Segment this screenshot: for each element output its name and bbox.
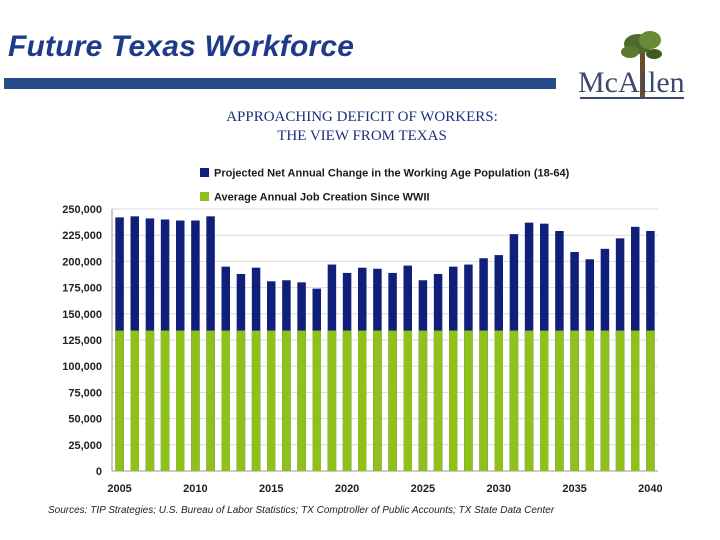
bar-job-creation	[555, 330, 564, 471]
x-tick-label: 2030	[487, 483, 511, 495]
x-tick-label: 2020	[335, 483, 359, 495]
bar-job-creation	[479, 330, 488, 471]
bar-job-creation	[160, 330, 170, 471]
bar-chart: Projected Net Annual Change in the Worki…	[62, 168, 662, 496]
mcallen-logo: McAllen	[578, 31, 685, 99]
source-note: Sources: TIP Strategies; U.S. Bureau of …	[48, 505, 555, 516]
bar-job-creation	[524, 330, 534, 471]
x-tick-label: 2005	[107, 483, 131, 495]
bar-job-creation	[176, 330, 185, 471]
bar-job-creation	[130, 330, 139, 471]
bar-job-creation	[358, 330, 367, 471]
bar-job-creation	[418, 330, 428, 471]
y-tick-label: 100,000	[62, 361, 102, 373]
logo-text: McAllen	[578, 66, 685, 99]
y-tick-label: 50,000	[68, 414, 102, 426]
bar-job-creation	[297, 330, 306, 471]
y-tick-label: 75,000	[68, 387, 102, 399]
chart-subtitle: APPROACHING DEFICIT OF WORKERS: THE VIEW…	[150, 108, 574, 146]
bar-job-creation	[388, 330, 397, 471]
bar-job-creation	[494, 330, 503, 471]
bar-job-creation	[449, 330, 458, 471]
bar-job-creation	[236, 330, 246, 471]
bar-job-creation	[312, 330, 321, 471]
legend-label: Projected Net Annual Change in the Worki…	[214, 168, 570, 180]
title-underline-bar	[4, 78, 556, 89]
subtitle-line-2: THE VIEW FROM TEXAS	[277, 128, 447, 144]
bar-job-creation	[631, 330, 640, 471]
y-tick-label: 250,000	[62, 204, 102, 216]
legend-swatch	[200, 168, 209, 177]
bar-job-creation	[251, 330, 261, 471]
bar-job-creation	[570, 330, 579, 471]
y-tick-label: 175,000	[62, 283, 102, 295]
bar-job-creation	[540, 330, 549, 471]
bar-job-creation	[615, 330, 625, 471]
legend-swatch	[200, 192, 209, 201]
x-tick-label: 2035	[562, 483, 586, 495]
bar-job-creation	[433, 330, 443, 471]
bar-job-creation	[206, 330, 215, 471]
bar-job-creation	[403, 330, 412, 471]
bar-job-creation	[600, 330, 610, 471]
x-tick-label: 2025	[411, 483, 435, 495]
y-tick-label: 125,000	[62, 335, 102, 347]
bar-job-creation	[327, 330, 337, 471]
bar-job-creation	[585, 330, 594, 471]
subtitle-line-1: APPROACHING DEFICIT OF WORKERS:	[226, 109, 498, 125]
bar-job-creation	[191, 330, 200, 471]
bar-job-creation	[646, 330, 655, 471]
bar-job-creation	[267, 330, 276, 471]
x-tick-label: 2040	[638, 483, 662, 495]
x-tick-label: 2015	[259, 483, 283, 495]
bar-job-creation	[464, 330, 473, 471]
y-tick-label: 225,000	[62, 230, 102, 242]
legend-label: Average Annual Job Creation Since WWII	[214, 192, 430, 204]
y-tick-label: 150,000	[62, 309, 102, 321]
slide-title: Future Texas Workforce	[8, 30, 355, 63]
x-tick-label: 2010	[183, 483, 207, 495]
bar-job-creation	[145, 330, 155, 471]
bar-job-creation	[282, 330, 291, 471]
bar-job-creation	[509, 330, 519, 471]
bar-job-creation	[342, 330, 352, 471]
bar-job-creation	[221, 330, 230, 471]
y-tick-label: 0	[96, 466, 102, 478]
y-tick-label: 200,000	[62, 256, 102, 268]
bar-job-creation	[115, 330, 124, 471]
palm-tree-icon	[621, 31, 662, 98]
bar-job-creation	[373, 330, 382, 471]
y-tick-label: 25,000	[68, 440, 102, 452]
